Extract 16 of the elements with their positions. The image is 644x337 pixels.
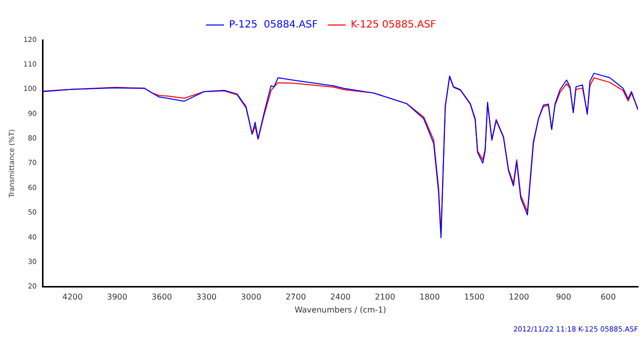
legend-label: K-125 05885.ASF bbox=[350, 20, 436, 31]
x-tick-label: 2400 bbox=[330, 292, 351, 302]
x-tick-label: 900 bbox=[556, 292, 572, 302]
legend-label: P-125 05884.ASF bbox=[228, 20, 318, 31]
x-axis-title: Wavenumbers / (cm-1) bbox=[294, 305, 386, 314]
x-tick-label: 2700 bbox=[286, 292, 306, 302]
x-tick-label: 3300 bbox=[196, 292, 217, 302]
x-tick-label: 3900 bbox=[106, 292, 128, 302]
x-tick-label: 4200 bbox=[62, 292, 83, 302]
x-tick-label: 3000 bbox=[240, 292, 262, 302]
x-tick-label: 1800 bbox=[419, 292, 440, 302]
x-tick-label: 2100 bbox=[374, 292, 396, 302]
x-tick-label: 1200 bbox=[508, 292, 530, 302]
x-tick-label: 3600 bbox=[152, 292, 172, 302]
x-tick-label: 1500 bbox=[464, 292, 484, 302]
x-tick-label: 600 bbox=[600, 292, 616, 302]
